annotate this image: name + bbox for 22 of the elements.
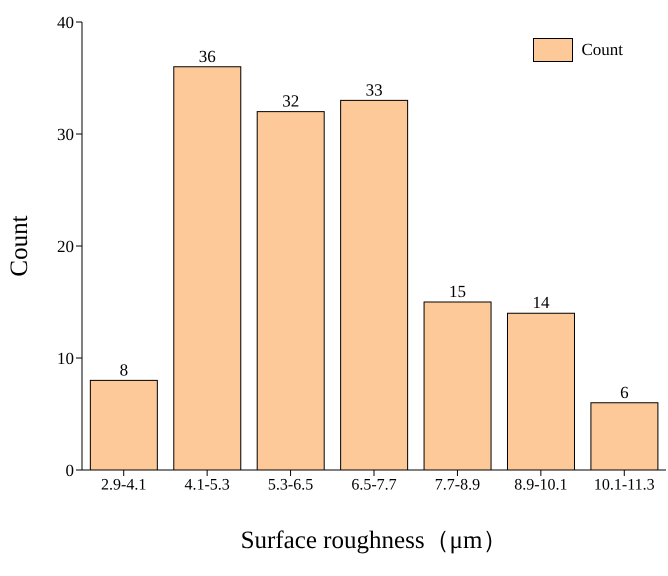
y-tick-label: 40 [57,13,74,32]
y-axis-title: Count [6,215,33,277]
data-label: 36 [198,46,216,66]
x-tick-label: 2.9-4.1 [101,476,146,494]
x-tick-label: 8.9-10.1 [514,476,568,494]
y-tick-label: 30 [57,125,74,144]
x-tick-label: 7.7-8.9 [434,476,480,494]
data-label: 15 [449,282,466,301]
y-tick-label: 20 [57,237,74,256]
data-label: 6 [620,382,629,402]
data-label: 32 [282,92,300,111]
data-label: 33 [366,80,383,100]
data-label: 14 [532,293,550,312]
y-tick-label: 0 [66,461,74,480]
x-tick-label: 6.5-7.7 [351,476,397,494]
x-tick-label: 4.1-5.3 [184,476,230,494]
data-label: 8 [120,360,128,380]
y-tick-label: 10 [57,349,74,368]
x-axis-title: Surface roughness（μm） [240,527,508,554]
x-tick-label: 10.1-11.3 [594,476,655,494]
legend-label: Count [581,40,623,60]
x-tick-label: 5.3-6.5 [268,476,314,494]
